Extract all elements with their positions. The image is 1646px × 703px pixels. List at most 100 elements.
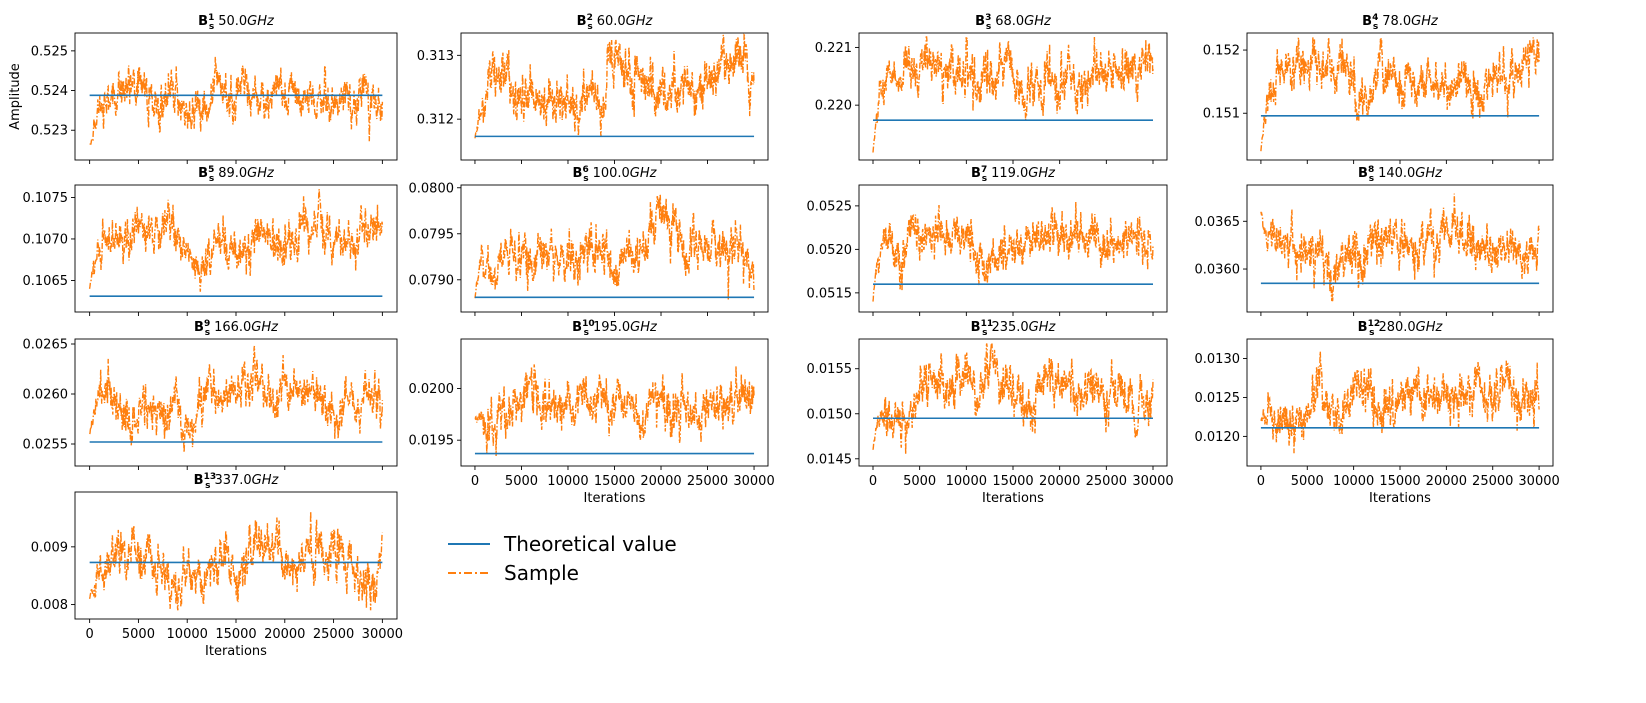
subplot-title-7: B7 s 119.0GHz bbox=[971, 165, 1056, 184]
title-subscript: s bbox=[209, 22, 214, 32]
title-unit: GHz bbox=[252, 473, 280, 488]
sample-trace-3 bbox=[872, 36, 1154, 153]
title-superscript: 12 bbox=[1368, 319, 1381, 329]
xtick-label: 5000 bbox=[1291, 474, 1324, 489]
title-subscript: s bbox=[1369, 328, 1374, 338]
xtick-label: 15000 bbox=[594, 474, 635, 489]
xtick-label: 25000 bbox=[687, 474, 728, 489]
legend-item-theoretical: Theoretical value bbox=[448, 530, 677, 558]
xtick-label: 5000 bbox=[122, 627, 155, 642]
title-symbol: B bbox=[1358, 320, 1368, 335]
xtick-label: 10000 bbox=[946, 474, 987, 489]
ytick-label: 0.0790 bbox=[409, 273, 455, 288]
ytick-label: 0.0795 bbox=[409, 227, 455, 242]
title-superscript: 1 bbox=[208, 13, 214, 23]
sample-trace-9 bbox=[88, 345, 384, 453]
xtick-label: 30000 bbox=[1518, 474, 1559, 489]
title-subscript: s bbox=[583, 174, 588, 184]
subplot-6: 0.0790 0.0795 0.0800 B6 s 100.0GHz bbox=[409, 165, 769, 316]
title-subscript: s bbox=[584, 328, 589, 338]
title-symbol: B bbox=[572, 320, 582, 335]
subplot-title-4: B4 s 78.0GHz bbox=[1362, 13, 1439, 32]
sample-trace-10 bbox=[474, 364, 755, 457]
ytick-label: 0.1065 bbox=[23, 274, 69, 289]
title-frequency: 68.0 bbox=[995, 14, 1024, 29]
title-subscript: s bbox=[982, 328, 987, 338]
ytick-label: 0.523 bbox=[31, 124, 68, 139]
sample-trace-12 bbox=[1260, 351, 1540, 454]
title-unit: GHz bbox=[1415, 166, 1443, 181]
x-axis-label: Iterations bbox=[584, 491, 646, 506]
xtick-label: 0 bbox=[869, 474, 877, 489]
sample-trace-2 bbox=[474, 33, 755, 139]
title-subscript: s bbox=[986, 22, 991, 32]
ytick-label: 0.0145 bbox=[807, 452, 853, 467]
xtick-label: 25000 bbox=[313, 627, 354, 642]
legend: Theoretical value Sample bbox=[448, 530, 708, 600]
subplot-5: 0.1065 0.1070 0.1075 B5 s 89.0GHz bbox=[23, 165, 398, 316]
x-axis-label: Iterations bbox=[982, 491, 1044, 506]
sample-trace-4 bbox=[1260, 36, 1540, 152]
ytick-label: 0.0520 bbox=[807, 243, 853, 258]
title-frequency: 235.0 bbox=[991, 320, 1028, 335]
x-axis-label: Iterations bbox=[205, 644, 267, 659]
title-symbol: B bbox=[1358, 166, 1368, 181]
title-superscript: 10 bbox=[582, 319, 595, 329]
ytick-label: 0.221 bbox=[815, 41, 852, 56]
subplot-4: 0.151 0.152 B4 s 78.0GHz bbox=[1203, 13, 1554, 164]
subplot-2: 0.312 0.313 B2 s 60.0GHz bbox=[417, 13, 769, 164]
ytick-label: 0.0150 bbox=[807, 407, 853, 422]
subplot-title-3: B3 s 68.0GHz bbox=[975, 13, 1052, 32]
title-symbol: B bbox=[194, 320, 204, 335]
xtick-label: 25000 bbox=[1086, 474, 1127, 489]
xtick-label: 0 bbox=[1257, 474, 1265, 489]
sample-trace-13 bbox=[88, 511, 384, 611]
subplot-12: 0.0120 0.0125 0.0130 0 5000 10000 15000 20000 25… bbox=[1195, 319, 1560, 506]
ytick-label: 0.525 bbox=[31, 44, 68, 59]
xtick-label: 5000 bbox=[903, 474, 936, 489]
subplot-13: 0.008 0.009 0 5000 10000 15000 20000 25000 30000… bbox=[31, 472, 403, 659]
subplot-title-10: B10 s 195.0GHz bbox=[572, 319, 658, 338]
ytick-label: 0.0125 bbox=[1195, 391, 1241, 406]
legend-sample-swatch bbox=[448, 572, 490, 574]
title-superscript: 13 bbox=[204, 472, 217, 482]
ytick-label: 0.0515 bbox=[807, 286, 853, 301]
title-subscript: s bbox=[209, 174, 214, 184]
legend-item-sample: Sample bbox=[448, 559, 579, 587]
title-symbol: B bbox=[975, 14, 985, 29]
title-unit: GHz bbox=[630, 320, 658, 335]
xtick-label: 20000 bbox=[1039, 474, 1080, 489]
ytick-label: 0.220 bbox=[815, 99, 852, 114]
xtick-label: 0 bbox=[85, 627, 93, 642]
title-unit: GHz bbox=[1416, 320, 1444, 335]
ytick-label: 0.152 bbox=[1203, 44, 1240, 59]
title-frequency: 195.0 bbox=[593, 320, 630, 335]
title-unit: GHz bbox=[1411, 14, 1439, 29]
subplot-11: 0.0145 0.0150 0.0155 0 5000 10000 15000 20000 25… bbox=[807, 319, 1174, 506]
title-symbol: B bbox=[577, 14, 587, 29]
sample-trace-11 bbox=[872, 343, 1154, 455]
xtick-label: 20000 bbox=[640, 474, 681, 489]
title-superscript: 6 bbox=[582, 165, 588, 175]
ytick-label: 0.0195 bbox=[409, 434, 455, 449]
title-frequency: 140.0 bbox=[1378, 166, 1415, 181]
xtick-label: 15000 bbox=[215, 627, 256, 642]
title-unit: GHz bbox=[1024, 14, 1052, 29]
title-symbol: B bbox=[194, 473, 204, 488]
title-superscript: 5 bbox=[208, 165, 214, 175]
title-unit: GHz bbox=[247, 14, 275, 29]
subplot-title-9: B9 s 166.0GHz bbox=[194, 319, 279, 338]
subplot-8: 0.0360 0.0365 B8 s 140.0GHz bbox=[1195, 165, 1554, 316]
ytick-label: 0.313 bbox=[417, 49, 454, 64]
xtick-label: 10000 bbox=[167, 627, 208, 642]
ytick-label: 0.0265 bbox=[23, 338, 69, 353]
subplot-1: 0.523 0.524 0.525 Amplitude B1 s 50.0GHz bbox=[8, 13, 398, 164]
title-symbol: B bbox=[198, 166, 208, 181]
xtick-label: 0 bbox=[471, 474, 479, 489]
title-frequency: 78.0 bbox=[1382, 14, 1411, 29]
title-superscript: 9 bbox=[204, 319, 210, 329]
subplot-10: 0.0195 0.0200 0 5000 10000 15000 20000 25000 300… bbox=[409, 319, 775, 506]
title-frequency: 100.0 bbox=[593, 166, 630, 181]
title-frequency: 119.0 bbox=[991, 166, 1028, 181]
ytick-label: 0.009 bbox=[31, 540, 68, 555]
